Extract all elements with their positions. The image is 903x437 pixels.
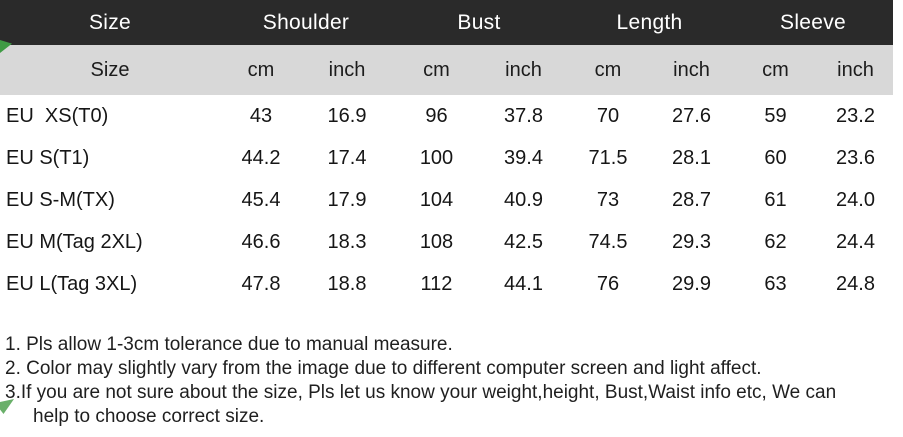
value-cell: 44.1	[481, 263, 567, 305]
value-cell: 23.6	[818, 137, 894, 179]
unit-cell: inch	[481, 45, 567, 95]
size-label-cell: EU XS(T0)	[0, 95, 220, 137]
value-cell: 17.4	[302, 137, 392, 179]
value-cell: 96	[392, 95, 481, 137]
measurement-notes: 1. Pls allow 1-3cm tolerance due to manu…	[0, 333, 903, 429]
unit-cell: inch	[650, 45, 734, 95]
value-cell: 112	[392, 263, 481, 305]
size-label-cell: EU L(Tag 3XL)	[0, 263, 220, 305]
value-cell: 61	[733, 179, 819, 221]
unit-cell: cm	[392, 45, 481, 95]
value-cell: 27.6	[650, 95, 734, 137]
value-cell: 24.8	[818, 263, 894, 305]
value-cell: 60	[733, 137, 819, 179]
table-units-row: Size cm inch cm inch cm inch cm inch	[0, 45, 894, 95]
value-cell: 63	[733, 263, 819, 305]
value-cell: 39.4	[481, 137, 567, 179]
table-row: EU S-M(TX) 45.4 17.9 104 40.9 73 28.7 61…	[0, 179, 894, 221]
value-cell: 62	[733, 221, 819, 263]
value-cell: 40.9	[481, 179, 567, 221]
value-cell: 44.2	[220, 137, 302, 179]
group-header-sleeve: Sleeve	[733, 0, 894, 45]
note-color: 2. Color may slightly vary from the imag…	[5, 358, 762, 379]
value-cell: 23.2	[818, 95, 894, 137]
value-cell: 24.4	[818, 221, 894, 263]
value-cell: 100	[392, 137, 481, 179]
value-cell: 74.5	[566, 221, 651, 263]
unit-cell: inch	[818, 45, 894, 95]
value-cell: 71.5	[566, 137, 651, 179]
note-tolerance: 1. Pls allow 1-3cm tolerance due to manu…	[5, 334, 453, 355]
group-header-bust: Bust	[392, 0, 567, 45]
value-cell: 70	[566, 95, 651, 137]
table-row: EU M(Tag 2XL) 46.6 18.3 108 42.5 74.5 29…	[0, 221, 894, 263]
value-cell: 47.8	[220, 263, 302, 305]
table-row: EU S(T1) 44.2 17.4 100 39.4 71.5 28.1 60…	[0, 137, 894, 179]
size-label-cell: EU M(Tag 2XL)	[0, 221, 220, 263]
value-cell: 28.7	[650, 179, 734, 221]
value-cell: 46.6	[220, 221, 302, 263]
note-size-advice-continued: help to choose correct size.	[33, 406, 265, 427]
size-label-cell: EU S-M(TX)	[0, 179, 220, 221]
unit-cell: inch	[302, 45, 392, 95]
value-cell: 16.9	[302, 95, 392, 137]
value-cell: 28.1	[650, 137, 734, 179]
group-header-shoulder: Shoulder	[220, 0, 392, 45]
size-chart-table: Size Shoulder Bust Length Sleeve Size cm…	[0, 0, 894, 305]
unit-cell: cm	[733, 45, 819, 95]
value-cell: 104	[392, 179, 481, 221]
note-size-advice: 3.If you are not sure about the size, Pl…	[5, 382, 837, 403]
value-cell: 76	[566, 263, 651, 305]
group-header-size: Size	[0, 0, 220, 45]
size-label-cell: EU S(T1)	[0, 137, 220, 179]
value-cell: 37.8	[481, 95, 567, 137]
unit-cell: cm	[220, 45, 302, 95]
value-cell: 43	[220, 95, 302, 137]
table-group-header-row: Size Shoulder Bust Length Sleeve	[0, 0, 894, 45]
value-cell: 73	[566, 179, 651, 221]
table-row: EU XS(T0) 43 16.9 96 37.8 70 27.6 59 23.…	[0, 95, 894, 137]
value-cell: 18.8	[302, 263, 392, 305]
units-size-label: Size	[0, 45, 220, 95]
value-cell: 42.5	[481, 221, 567, 263]
table-row: EU L(Tag 3XL) 47.8 18.8 112 44.1 76 29.9…	[0, 263, 894, 305]
value-cell: 24.0	[818, 179, 894, 221]
value-cell: 108	[392, 221, 481, 263]
value-cell: 29.9	[650, 263, 734, 305]
value-cell: 45.4	[220, 179, 302, 221]
unit-cell: cm	[566, 45, 651, 95]
value-cell: 17.9	[302, 179, 392, 221]
group-header-length: Length	[566, 0, 734, 45]
value-cell: 29.3	[650, 221, 734, 263]
value-cell: 18.3	[302, 221, 392, 263]
value-cell: 59	[733, 95, 819, 137]
